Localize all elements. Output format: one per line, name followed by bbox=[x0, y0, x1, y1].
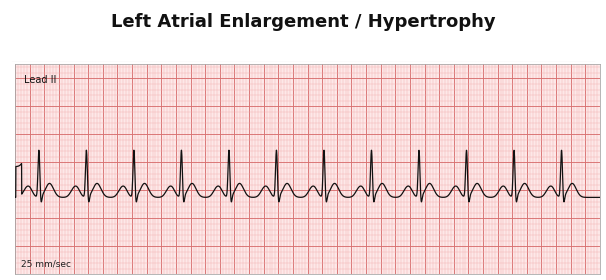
Text: Lead II: Lead II bbox=[24, 75, 56, 85]
Text: Left Atrial Enlargement / Hypertrophy: Left Atrial Enlargement / Hypertrophy bbox=[111, 13, 495, 31]
Text: 25 mm/sec: 25 mm/sec bbox=[21, 259, 71, 268]
